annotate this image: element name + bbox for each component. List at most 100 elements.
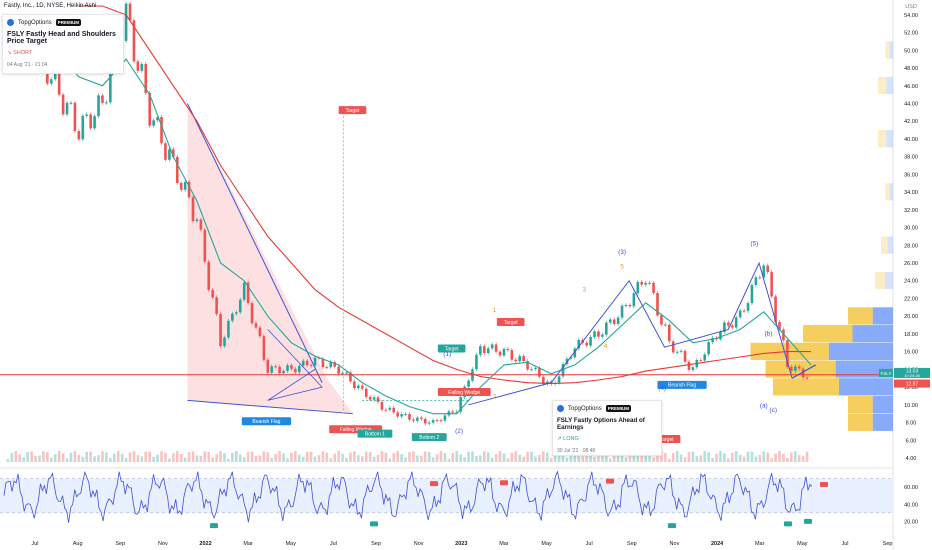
candle-body[interactable] (730, 325, 734, 328)
candle-body[interactable] (608, 319, 612, 323)
candle-body[interactable] (85, 114, 89, 116)
candle-body[interactable] (593, 331, 596, 337)
candle-body[interactable] (766, 265, 770, 273)
candle-body[interactable] (616, 317, 620, 324)
candle-body[interactable] (345, 372, 348, 374)
candle-body[interactable] (699, 359, 703, 361)
candle-body[interactable] (109, 70, 112, 103)
idea-card-short[interactable]: TopgOptions PREMIUM FSLY Fastly Head and … (2, 14, 124, 74)
candle-body[interactable] (219, 313, 222, 347)
candle-body[interactable] (506, 348, 510, 351)
candle-body[interactable] (164, 143, 167, 160)
candle-body[interactable] (675, 351, 679, 353)
idea-title[interactable]: FSLY Fastly Head and Shoulders Price Tar… (7, 31, 116, 45)
candle-body[interactable] (534, 367, 537, 370)
candle-body[interactable] (451, 411, 455, 413)
candle-body[interactable] (628, 304, 632, 307)
candle-body[interactable] (223, 337, 226, 347)
candle-body[interactable] (77, 131, 81, 140)
candle-body[interactable] (526, 361, 529, 370)
candle-body[interactable] (156, 116, 159, 121)
candle-body[interactable] (620, 305, 624, 318)
candle-body[interactable] (467, 380, 470, 387)
candle-body[interactable] (136, 61, 140, 71)
candle-body[interactable] (427, 422, 431, 424)
candle-body[interactable] (612, 319, 616, 324)
candle-body[interactable] (274, 366, 277, 368)
candle-body[interactable] (510, 350, 514, 360)
candle-body[interactable] (494, 344, 498, 352)
candle-body[interactable] (235, 312, 238, 314)
candle-body[interactable] (502, 348, 506, 356)
candle-body[interactable] (360, 385, 364, 389)
candle-body[interactable] (321, 358, 325, 368)
candle-body[interactable] (266, 359, 270, 373)
candle-body[interactable] (479, 346, 482, 355)
candle-body[interactable] (376, 397, 380, 402)
candle-body[interactable] (231, 313, 234, 321)
candle-body[interactable] (53, 71, 57, 80)
candle-body[interactable] (392, 407, 396, 413)
candle-body[interactable] (652, 282, 655, 294)
candle-body[interactable] (423, 418, 427, 424)
candle-body[interactable] (412, 419, 415, 421)
candle-body[interactable] (420, 417, 423, 419)
candle-body[interactable] (128, 3, 132, 21)
candle-body[interactable] (762, 265, 766, 278)
candle-body[interactable] (364, 388, 368, 397)
candle-body[interactable] (69, 102, 73, 104)
candle-body[interactable] (325, 367, 329, 369)
candle-body[interactable] (746, 303, 750, 311)
candle-body[interactable] (313, 357, 317, 366)
candle-body[interactable] (254, 323, 258, 328)
candle-body[interactable] (490, 344, 494, 349)
candle-body[interactable] (754, 277, 758, 285)
price-axis[interactable]: USD 54.00 52.00 50.00 48.00 46.00 44.00 42.00 40… (879, 4, 930, 525)
candle-body[interactable] (152, 120, 155, 126)
candle-body[interactable] (632, 293, 636, 307)
candle-body[interactable] (805, 377, 809, 379)
candle-body[interactable] (475, 354, 478, 370)
candle-body[interactable] (282, 370, 285, 374)
candle-body[interactable] (179, 182, 183, 190)
candle-body[interactable] (250, 303, 254, 324)
candle-body[interactable] (770, 272, 773, 297)
candle-body[interactable] (207, 261, 211, 290)
candle-body[interactable] (459, 396, 462, 412)
candle-body[interactable] (368, 396, 372, 400)
candle-body[interactable] (89, 114, 92, 129)
candle-body[interactable] (790, 366, 793, 371)
candle-body[interactable] (778, 322, 781, 330)
candle-body[interactable] (333, 362, 337, 367)
candle-body[interactable] (140, 63, 144, 71)
candle-body[interactable] (742, 310, 746, 312)
candle-body[interactable] (400, 414, 403, 417)
candle-body[interactable] (132, 20, 136, 62)
candle-body[interactable] (644, 282, 647, 285)
candle-body[interactable] (297, 365, 301, 373)
candle-body[interactable] (305, 360, 309, 366)
candle-body[interactable] (404, 414, 407, 416)
candle-body[interactable] (353, 381, 356, 389)
candle-body[interactable] (561, 364, 565, 377)
candle-body[interactable] (211, 289, 214, 298)
candle-body[interactable] (671, 341, 675, 353)
candle-body[interactable] (124, 3, 128, 41)
candle-body[interactable] (687, 361, 691, 370)
candle-body[interactable] (514, 359, 518, 362)
candle-body[interactable] (396, 412, 399, 417)
candle-body[interactable] (431, 420, 435, 423)
candle-body[interactable] (309, 365, 313, 367)
idea-title[interactable]: FSLY Fastly Options Ahead of Earnings (557, 417, 645, 431)
candle-body[interactable] (384, 409, 388, 411)
candle-body[interactable] (486, 348, 490, 354)
candle-body[interactable] (439, 420, 443, 422)
candle-body[interactable] (61, 94, 65, 115)
candle-body[interactable] (105, 102, 108, 104)
candle-body[interactable] (301, 360, 305, 366)
candle-body[interactable] (793, 366, 797, 371)
candle-body[interactable] (577, 339, 581, 349)
candle-body[interactable] (734, 317, 738, 328)
candle-body[interactable] (168, 149, 171, 160)
